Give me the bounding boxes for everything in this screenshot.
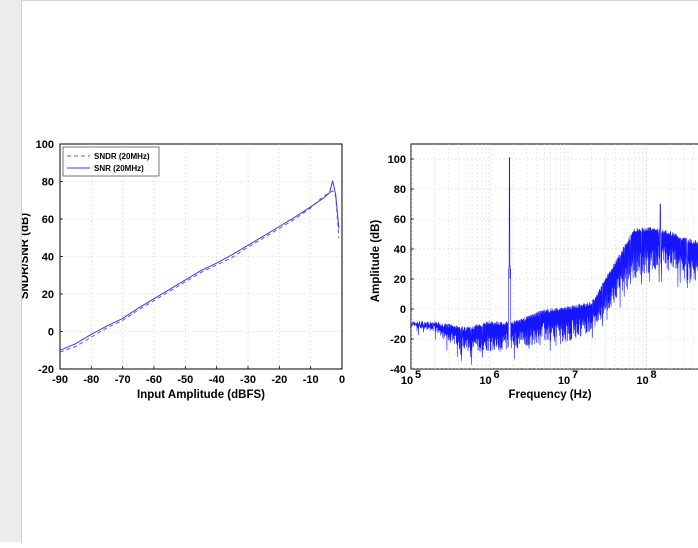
sndr-y-tick-label: 20 bbox=[42, 289, 54, 301]
sndr-legend-label-snr: SNR (20MHz) bbox=[94, 164, 144, 173]
spectrum-y-tick-label: 60 bbox=[394, 214, 406, 226]
sndr-x-tick-label: -30 bbox=[240, 374, 256, 386]
figure-svg: -90 -80 -70 -60 -50 -40 -30 -20 -10 0-20020406080… bbox=[19, 139, 698, 401]
sndr-y-tick-label: 0 bbox=[48, 327, 54, 339]
sndr-y-tick-label: 100 bbox=[36, 139, 54, 151]
spectrum-y-tick-label: 40 bbox=[394, 244, 406, 256]
spectrum-x-tick-exponent: 8 bbox=[650, 369, 656, 381]
sndr-x-tick-label: -50 bbox=[177, 374, 193, 386]
sndr-tick-labels: -90 -80 -70 -60 -50 -40 -30 -20 -10 0 -20 0 20 40 60 80… bbox=[36, 139, 345, 386]
spectrum-series-group bbox=[411, 157, 698, 365]
spectrum-x-tick-label: 10 bbox=[401, 375, 413, 387]
sndr-legend-box bbox=[62, 146, 160, 177]
figure-canvas: -90 -80 -70 -60 -50 -40 -30 -20 -10 0 -20 0 20 40 60 80… bbox=[19, 0, 698, 543]
sndr-x-tick-label: 0 bbox=[339, 374, 345, 386]
sndr-snr-chart: -90 -80 -70 -60 -50 -40 -30 -20 -10 0 -20 0 20 40 60 80… bbox=[19, 139, 345, 401]
spectrum-y-tick-label: -40 bbox=[390, 364, 406, 376]
sndr-x-tick-label: -40 bbox=[209, 374, 225, 386]
sndr-series-group bbox=[59, 180, 340, 353]
spectrum-series-line bbox=[411, 157, 698, 365]
spectrum-x-tick-label: 10 bbox=[479, 375, 491, 387]
sndr-x-tick-label: -20 bbox=[271, 374, 287, 386]
sndr-x-tick-label: -90 bbox=[52, 374, 68, 386]
spectrum-y-tick-label: 80 bbox=[394, 184, 406, 196]
spectrum-x-tick-label: 10 bbox=[636, 375, 648, 387]
sndr-y-tick-label: 40 bbox=[42, 252, 54, 264]
sndr-y-tick-label: -20 bbox=[38, 364, 54, 376]
spectrum-x-tick-exponent: 5 bbox=[415, 369, 421, 381]
snr-series-line bbox=[59, 180, 340, 351]
sndr-x-tick-label: -60 bbox=[146, 374, 162, 386]
spectrum-x-axis-label: Frequency (Hz) bbox=[508, 389, 591, 401]
sndr-x-tick-label: -10 bbox=[303, 374, 319, 386]
spectrum-y-tick-label: 100 bbox=[388, 154, 406, 166]
sndr-x-axis-label: Input Amplitude (dBFS) bbox=[137, 389, 265, 401]
sndr-x-tick-label: -80 bbox=[83, 374, 99, 386]
sndr-grid bbox=[59, 143, 343, 370]
sndr-y-tick-label: 80 bbox=[42, 177, 54, 189]
spectrum-x-tick-label: 10 bbox=[558, 375, 570, 387]
sndr-y-tick-label: 60 bbox=[42, 214, 54, 226]
spectrum-y-tick-label: 0 bbox=[400, 304, 406, 316]
spectrum-y-tick-label: 20 bbox=[394, 274, 406, 286]
sndr-x-tick-label: -70 bbox=[115, 374, 131, 386]
spectrum-y-axis-label: Amplitude (dB) bbox=[370, 220, 382, 303]
spectrum-y-tick-label: -20 bbox=[390, 334, 406, 346]
sndr-legend-label-sndr: SNDR (20MHz) bbox=[94, 152, 150, 161]
sndr-series-line bbox=[59, 190, 340, 353]
sndr-legend: SNDR (20MHz) SNR (20MHz) bbox=[62, 146, 160, 177]
sndr-y-axis-label: SNDR/SNR (dB) bbox=[22, 213, 31, 299]
spectrum-x-tick-exponent: 7 bbox=[572, 369, 578, 381]
spectrum-x-tick-exponent: 6 bbox=[493, 369, 499, 381]
